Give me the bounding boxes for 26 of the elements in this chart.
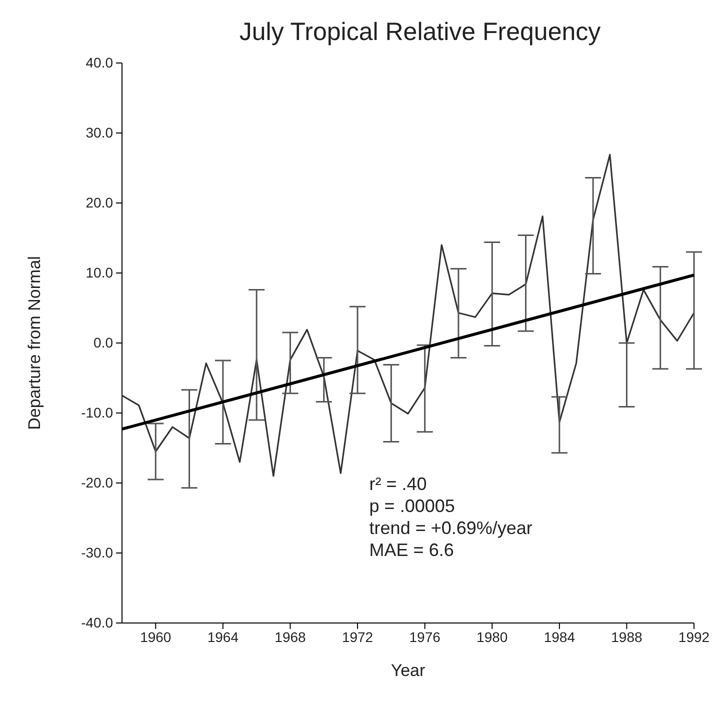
line-series [121,154,695,477]
x-tick-label: 1964 [207,628,239,645]
annotation: p = .00005 [369,496,455,516]
x-tick-label: 1960 [140,628,172,645]
annotation: r² = .40 [369,474,427,494]
annotation: trend = +0.69%/year [369,518,532,538]
annotation: MAE = 6.6 [369,540,454,560]
x-tick-label: 1968 [274,628,306,645]
y-tick-label: -20.0 [81,474,114,490]
y-tick-label: -40.0 [81,614,114,630]
y-tick-label: 20.0 [86,194,114,210]
x-tick-label: 1988 [611,628,642,645]
y-axis-title: Departure from Normal [25,256,44,430]
chart-title: July Tropical Relative Frequency [239,18,602,46]
y-tick-label: 0.0 [94,334,114,350]
y-tick-label: 30.0 [86,124,114,140]
y-tick-label: -10.0 [81,404,114,420]
x-tick-label: 1972 [342,628,374,645]
x-tick-label: 1984 [544,628,576,645]
x-tick-label: 1992 [678,628,710,645]
x-axis-title: Year [390,661,426,680]
y-tick-label: 40.0 [86,54,114,70]
x-tick-label: 1976 [409,628,441,645]
y-tick-label: -30.0 [81,544,114,560]
x-tick-label: 1980 [476,628,508,645]
y-tick-label: 10.0 [86,264,114,280]
